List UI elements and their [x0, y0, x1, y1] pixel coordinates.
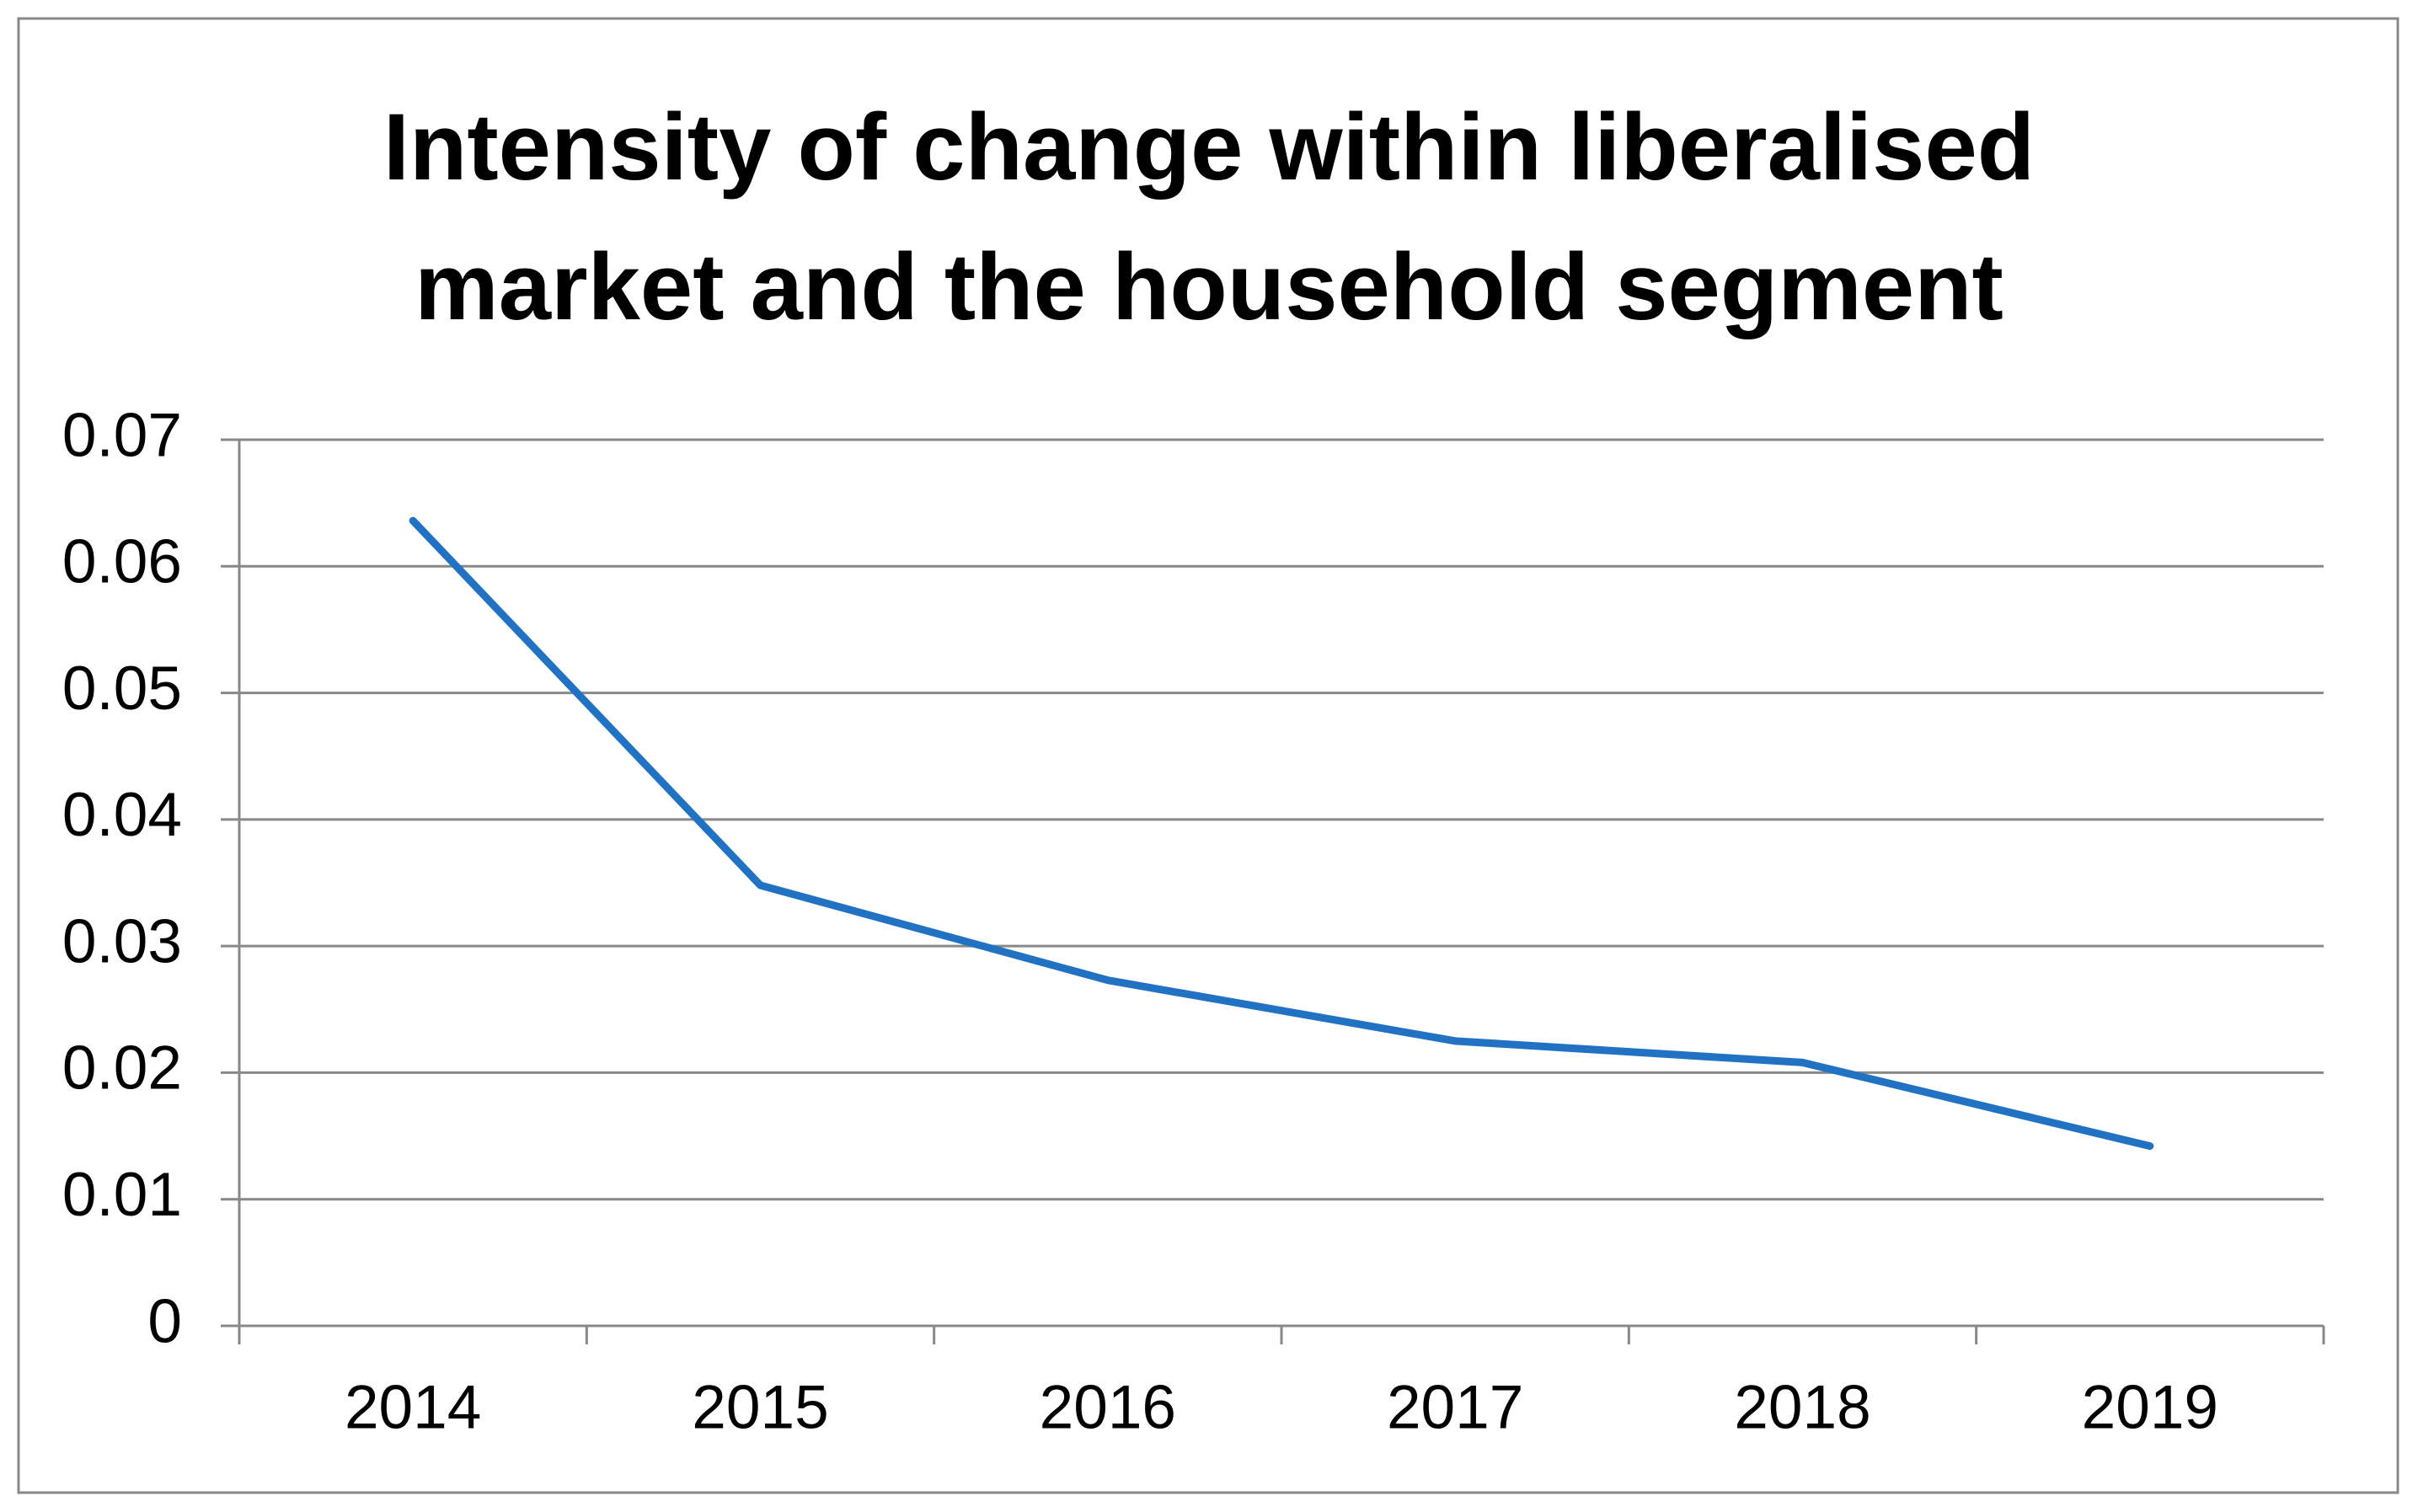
y-tick-label: 0.02: [62, 1034, 182, 1103]
y-tick-label: 0.06: [62, 528, 182, 596]
x-tick-label: 2014: [345, 1373, 481, 1441]
x-tick-label: 2019: [2082, 1373, 2218, 1441]
x-tick-label: 2018: [1734, 1373, 1870, 1441]
x-tick-label: 2016: [1040, 1373, 1176, 1441]
y-tick-label: 0.03: [62, 907, 182, 975]
chart-border: [17, 17, 2399, 1494]
y-tick-label: 0.04: [62, 781, 182, 849]
y-tick-label: 0: [147, 1287, 182, 1355]
data-line: [409, 516, 2154, 1151]
y-tick-label: 0.07: [62, 401, 182, 469]
chart-title: Intensity of change within liberalised m…: [382, 94, 2036, 339]
x-tick-label: 2017: [1387, 1373, 1523, 1441]
y-tick-label: 0.05: [62, 654, 182, 723]
y-tick-label: 0.01: [62, 1161, 182, 1229]
x-tick-label: 2015: [692, 1373, 828, 1441]
